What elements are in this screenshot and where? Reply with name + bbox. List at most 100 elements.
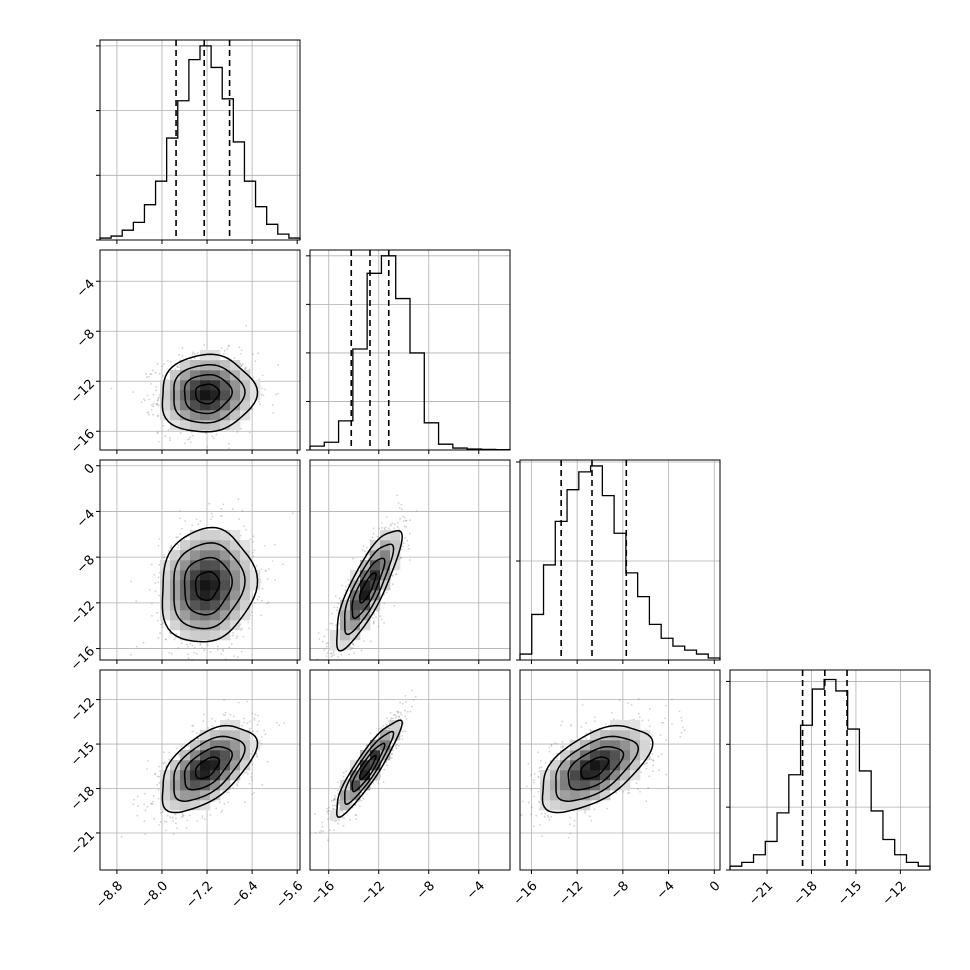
sample-point (157, 581, 160, 583)
sample-point (233, 357, 236, 359)
sample-point (156, 432, 159, 434)
sample-point (179, 517, 181, 520)
sample-point (351, 642, 354, 645)
density-cell (160, 590, 171, 601)
sample-point (162, 751, 165, 754)
sample-point (157, 399, 159, 401)
contour-line (161, 353, 259, 433)
sample-point (275, 393, 277, 396)
density-cell (220, 360, 231, 371)
sample-point (379, 615, 382, 618)
sample-point (162, 553, 165, 556)
density-cell (250, 570, 261, 581)
sample-point (344, 585, 347, 588)
density-cell (200, 410, 211, 421)
sample-point (397, 502, 400, 504)
sample-point (174, 822, 177, 825)
sample-point (158, 775, 160, 778)
sample-point (240, 427, 242, 430)
sample-point (217, 648, 219, 651)
sample-point (236, 635, 239, 637)
density-cell (380, 550, 391, 561)
density-cell (250, 580, 261, 591)
sample-point (226, 791, 229, 793)
density-cell (230, 610, 241, 621)
density-cell (220, 420, 231, 431)
sample-point (347, 578, 350, 581)
sample-point (333, 654, 336, 656)
panel-frame (99, 459, 301, 661)
sample-point (159, 821, 162, 823)
sample-point (256, 754, 259, 757)
density-cell (160, 390, 171, 401)
sample-point (393, 605, 396, 607)
sample-point (241, 627, 244, 630)
sample-point (147, 411, 150, 414)
sample-point (174, 636, 177, 639)
sample-point (150, 383, 152, 385)
sample-point (158, 594, 161, 597)
sample-point (385, 591, 388, 594)
density-panel-1-2 (309, 459, 511, 674)
sample-point (264, 733, 267, 736)
sample-point (405, 526, 407, 528)
sample-point (151, 802, 154, 805)
sample-point (372, 617, 374, 620)
sample-point (330, 652, 332, 655)
sample-point (256, 723, 259, 726)
density-cell (220, 620, 231, 631)
sample-point (274, 543, 276, 546)
sample-point (143, 399, 146, 402)
sample-point (222, 503, 225, 506)
density-cell (180, 410, 191, 421)
sample-point (191, 724, 194, 727)
sample-point (146, 768, 149, 770)
density-cell (220, 530, 231, 541)
density-cell (180, 360, 191, 371)
sample-point (167, 429, 170, 431)
sample-point (244, 367, 247, 370)
sample-point (258, 378, 261, 381)
sample-point (362, 640, 365, 643)
histogram-panel-3 (726, 669, 931, 871)
sample-point (140, 401, 143, 403)
density-cell (220, 590, 231, 601)
sample-point (172, 820, 175, 822)
sample-point (257, 352, 259, 355)
sample-point (145, 376, 148, 379)
density-cell (230, 370, 241, 381)
sample-point (371, 536, 374, 539)
sample-point (183, 538, 186, 541)
sample-point (244, 368, 246, 371)
sample-point (167, 550, 170, 552)
sample-point (258, 720, 260, 723)
sample-point (331, 654, 334, 657)
sample-point (215, 807, 218, 810)
sample-point (248, 782, 251, 785)
density-cell (240, 550, 251, 561)
sample-point (187, 653, 189, 655)
sample-point (351, 647, 354, 650)
sample-point (250, 753, 253, 755)
panel-frame (309, 459, 511, 661)
density-cell (200, 420, 211, 431)
sample-point (151, 615, 153, 617)
contour-line (343, 543, 395, 636)
sample-point (177, 366, 180, 368)
sample-point (191, 434, 194, 437)
sample-point (323, 672, 325, 674)
sample-point (390, 524, 392, 527)
sample-point (232, 715, 235, 718)
sample-point (186, 643, 188, 646)
sample-point (239, 628, 242, 631)
sample-point (248, 368, 251, 371)
sample-point (204, 432, 207, 435)
sample-point (186, 438, 189, 441)
density-cell (190, 590, 201, 601)
sample-point (223, 802, 226, 805)
sample-point (253, 549, 256, 552)
sample-point (206, 446, 209, 448)
sample-point (203, 343, 206, 346)
sample-point (372, 527, 375, 530)
sample-point (265, 570, 267, 572)
